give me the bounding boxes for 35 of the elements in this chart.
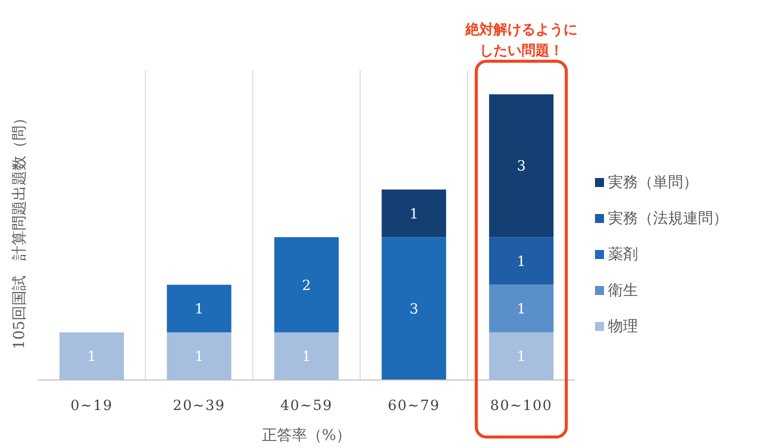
- y-axis-title: 105回国試 計算問題出題数（問）: [10, 110, 28, 350]
- legend-label: 物理: [608, 317, 638, 335]
- bar: [382, 190, 446, 238]
- x-tick-label: 60~79: [388, 398, 440, 414]
- data-label: 1: [516, 349, 526, 366]
- data-label: 2: [302, 278, 311, 294]
- data-label: 1: [516, 254, 526, 270]
- bar: [274, 332, 339, 380]
- annotation: 絶対解けるようにしたい問題！: [464, 21, 578, 59]
- legend-label: 薬剤: [608, 245, 638, 263]
- bar: [166, 332, 232, 380]
- data-label: 3: [409, 302, 418, 318]
- bar: [489, 284, 554, 332]
- bar: [489, 332, 554, 380]
- legend-label: 実務（単問）: [608, 173, 698, 191]
- data-label: 1: [409, 206, 418, 222]
- data-label: 1: [194, 302, 204, 318]
- data-label: 1: [194, 349, 204, 366]
- x-tick-label: 80~100: [490, 398, 552, 414]
- x-axis-title: 正答率（%）: [262, 426, 352, 444]
- bar: [274, 237, 339, 332]
- x-tick-label: 20~39: [172, 398, 226, 414]
- x-tick-label: 0~19: [70, 398, 113, 414]
- x-tick-label: 40~59: [280, 398, 333, 414]
- data-label: 3: [516, 158, 526, 175]
- data-label: 1: [516, 302, 526, 318]
- data-label: 1: [87, 349, 96, 366]
- bar: [382, 237, 446, 380]
- legend-label: 衛生: [608, 281, 638, 299]
- bar: [489, 94, 554, 238]
- bar: [59, 332, 124, 380]
- bar: [489, 237, 554, 285]
- legend-label: 実務（法規連問）: [608, 209, 728, 227]
- data-label: 1: [302, 349, 311, 366]
- bar: [166, 284, 232, 332]
